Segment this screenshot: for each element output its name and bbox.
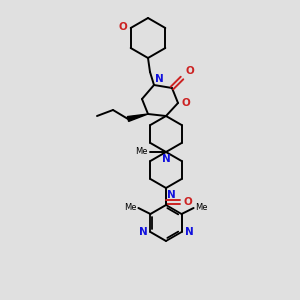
Text: Me: Me: [136, 148, 148, 157]
Text: Me: Me: [196, 203, 208, 212]
Text: N: N: [139, 227, 147, 237]
Text: O: O: [183, 197, 192, 207]
Text: O: O: [185, 66, 194, 76]
Text: N: N: [162, 154, 170, 164]
Text: N: N: [155, 74, 164, 84]
Text: Me: Me: [124, 203, 136, 212]
Text: N: N: [167, 190, 176, 200]
Text: O: O: [119, 22, 128, 32]
Polygon shape: [128, 114, 148, 122]
Text: O: O: [182, 98, 191, 108]
Text: N: N: [184, 227, 193, 237]
